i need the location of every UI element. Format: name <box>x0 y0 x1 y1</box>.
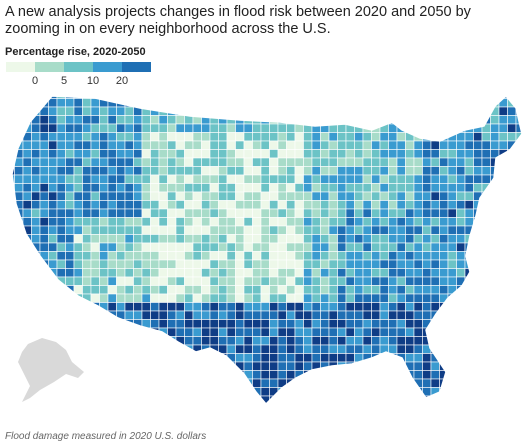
us-flood-risk-map <box>11 94 523 406</box>
legend-tick-20: 20 <box>115 75 129 87</box>
legend-swatch <box>6 62 35 72</box>
headline: A new analysis projects changes in flood… <box>5 4 471 37</box>
legend-color-scale <box>6 62 151 72</box>
legend-tick-10: 10 <box>86 75 100 87</box>
us-outline <box>11 94 523 406</box>
legend-swatch <box>122 62 151 72</box>
legend-title: Percentage rise, 2020-2050 <box>5 46 146 58</box>
legend-tick-0: 0 <box>31 75 39 87</box>
legend-swatch <box>64 62 93 72</box>
legend-swatch <box>35 62 64 72</box>
footnote: Flood damage measured in 2020 U.S. dolla… <box>5 431 207 442</box>
legend-swatch <box>93 62 122 72</box>
legend-tick-5: 5 <box>60 75 68 87</box>
alaska-inset <box>18 338 84 402</box>
county-choropleth <box>12 96 522 404</box>
